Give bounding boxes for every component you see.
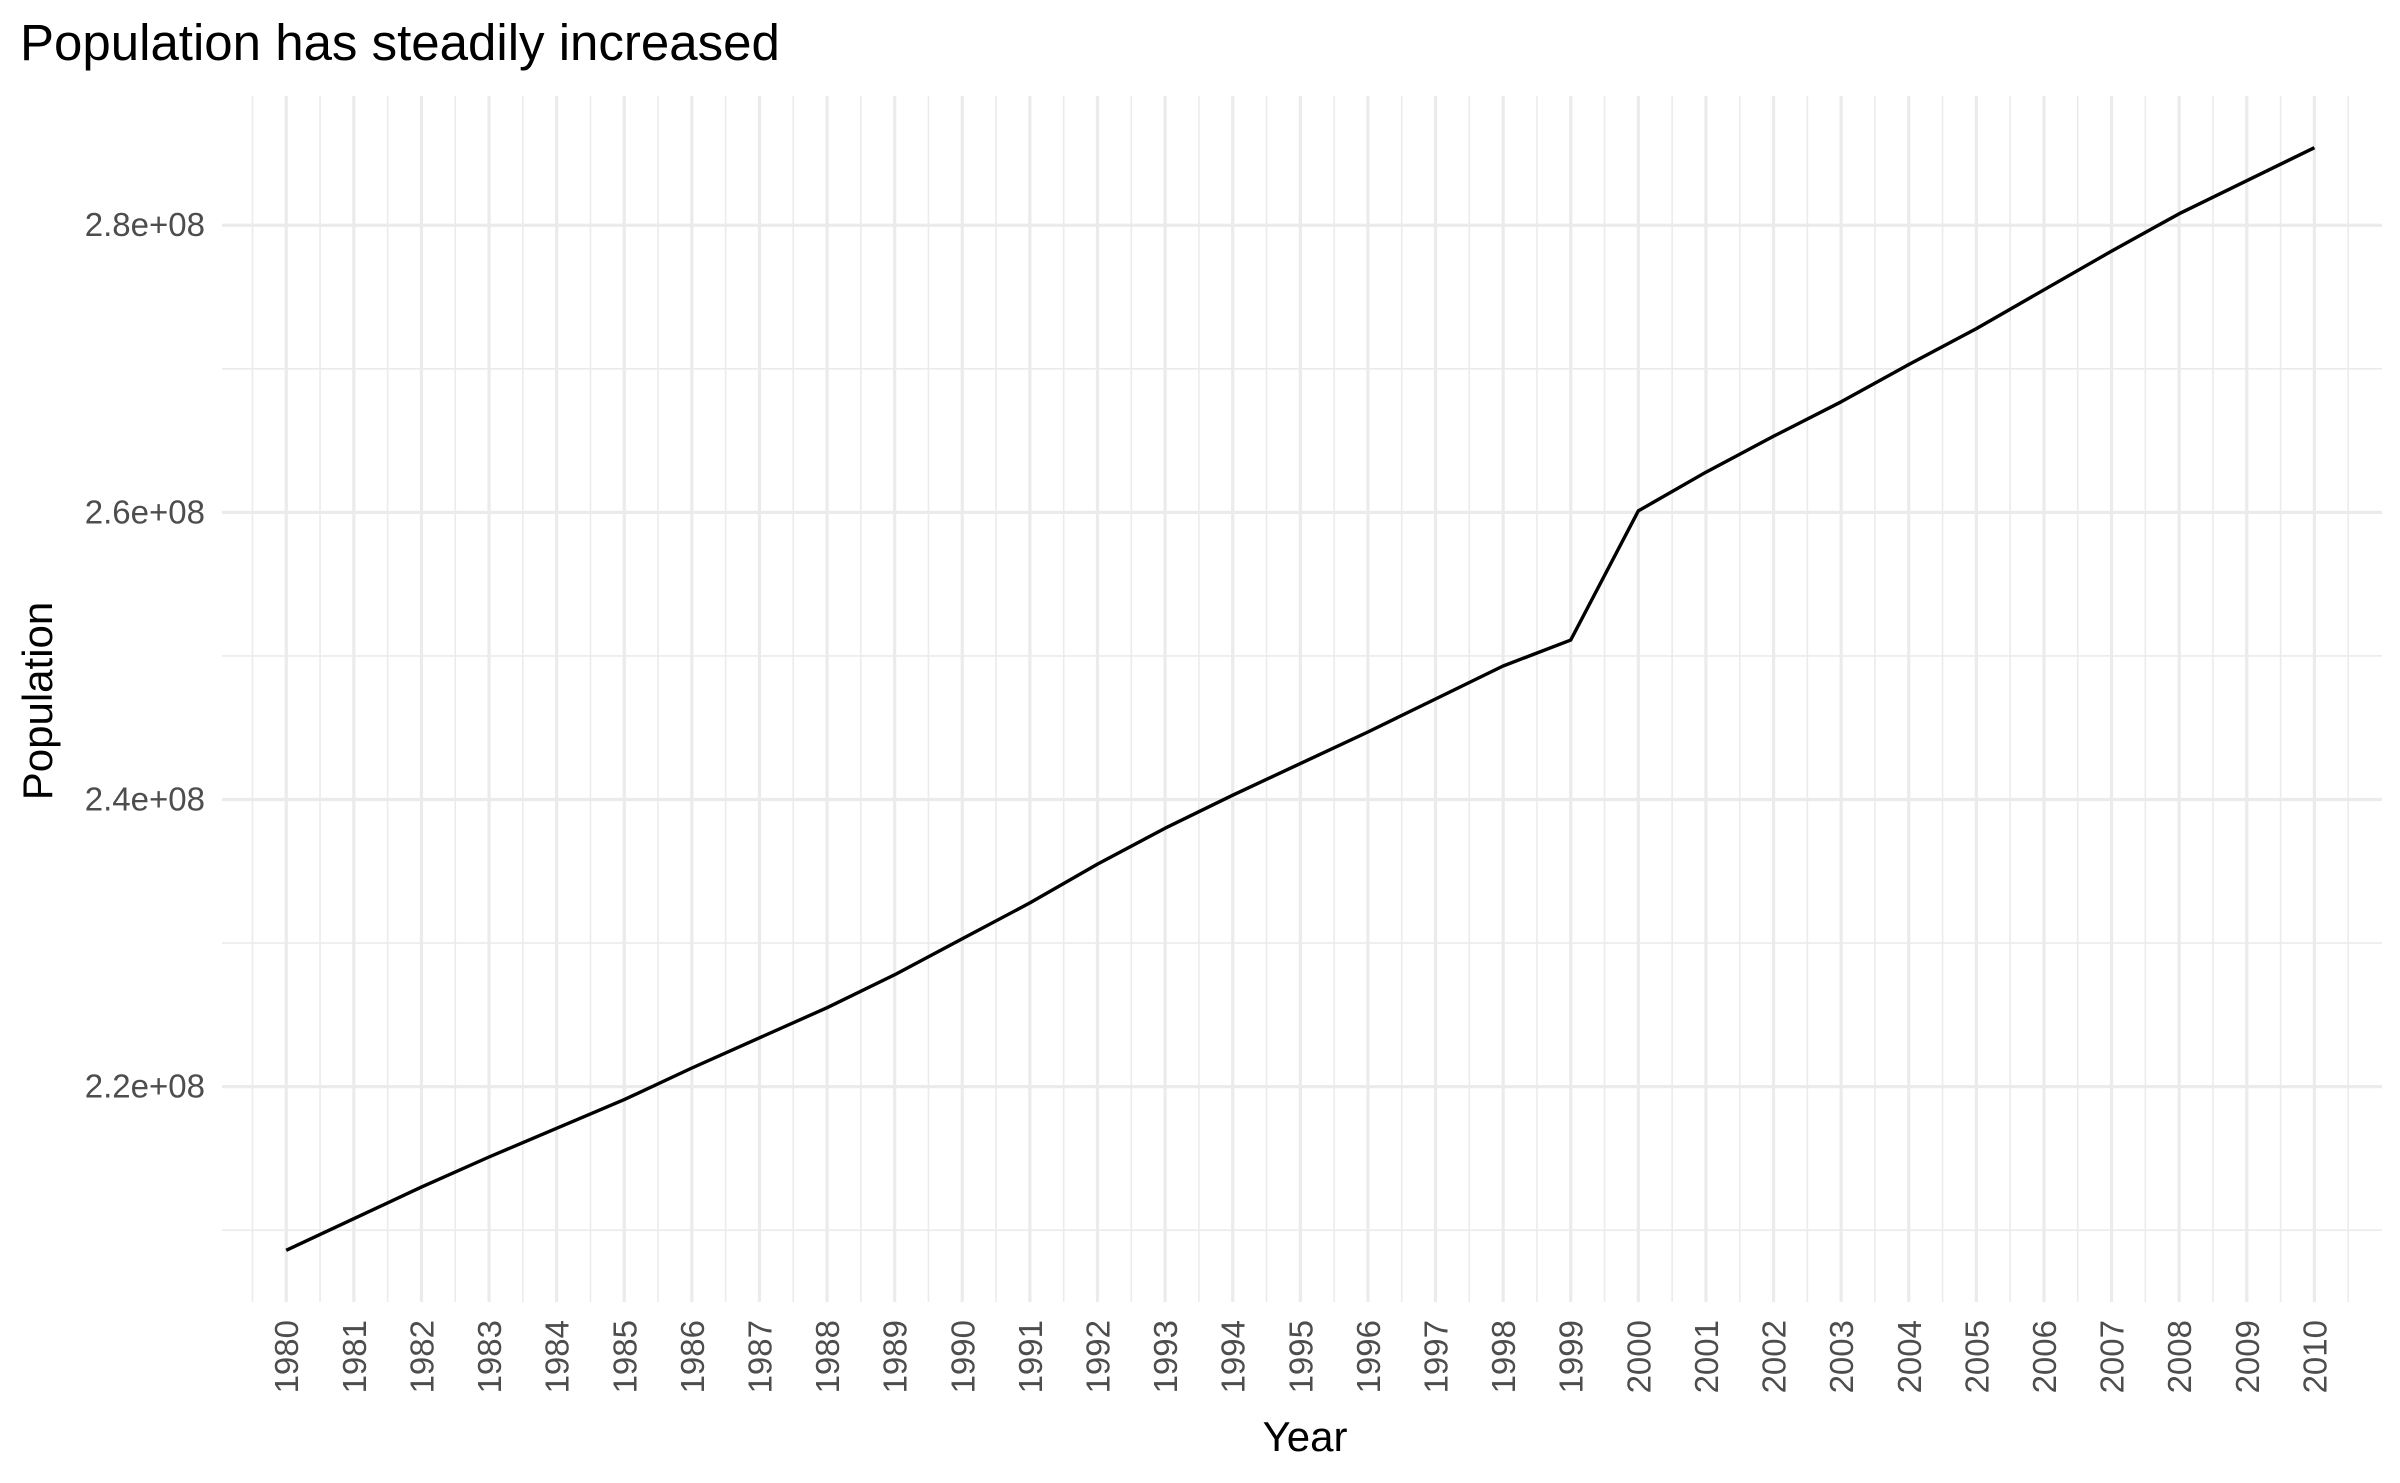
x-tick-label: 2008 [2161,1320,2198,1393]
population-line [285,146,2316,1252]
x-tick-label: 1995 [1282,1320,1319,1393]
major-gridlines [222,96,2382,1302]
x-tick-label: 1989 [877,1320,914,1393]
x-axis-title: Year [1263,1413,1348,1460]
x-tick-label: 1998 [1485,1320,1522,1393]
x-tick-label: 1980 [268,1320,305,1393]
y-tick-label: 2.6e+08 [85,493,205,530]
x-tick-label: 1993 [1147,1320,1184,1393]
x-tick-label: 2009 [2229,1320,2266,1393]
x-tick-label: 2007 [2094,1320,2131,1393]
x-axis-tick-labels: 1980 1981 1982 1983 1984 1985 1986 1987 1988 1989… [268,1320,2333,1393]
x-tick-label: 2000 [1620,1320,1657,1393]
x-tick-label: 2002 [1756,1320,1793,1393]
y-axis-title: Population [14,602,61,801]
x-tick-label: 1983 [471,1320,508,1393]
x-tick-label: 1992 [1079,1320,1116,1393]
x-tick-label: 2005 [1958,1320,1995,1393]
x-tick-label: 1984 [539,1320,576,1393]
series-layer [285,146,2316,1252]
x-tick-label: 1986 [674,1320,711,1393]
x-tick-label: 2001 [1688,1320,1725,1393]
x-tick-label: 1985 [606,1320,643,1393]
x-tick-label: 1981 [336,1320,373,1393]
y-tick-label: 2.2e+08 [85,1068,205,1105]
x-tick-label: 1996 [1350,1320,1387,1393]
x-tick-label: 1982 [403,1320,440,1393]
x-tick-label: 1987 [741,1320,778,1393]
y-tick-label: 2.8e+08 [85,206,205,243]
x-tick-label: 2006 [2026,1320,2063,1393]
x-tick-label: 1988 [809,1320,846,1393]
x-tick-label: 2004 [1891,1320,1928,1393]
x-tick-label: 1991 [1012,1320,1049,1393]
x-tick-label: 2010 [2296,1320,2333,1393]
chart-title: Population has steadily increased [20,14,780,71]
minor-gridlines [222,96,2382,1302]
x-tick-label: 2003 [1823,1320,1860,1393]
x-tick-label: 1994 [1215,1320,1252,1393]
x-tick-label: 1999 [1553,1320,1590,1393]
x-tick-label: 1990 [944,1320,981,1393]
y-axis-tick-labels: 2.2e+08 2.4e+08 2.6e+08 2.8e+08 [85,206,205,1104]
y-tick-label: 2.4e+08 [85,781,205,818]
x-tick-label: 1997 [1418,1320,1455,1393]
